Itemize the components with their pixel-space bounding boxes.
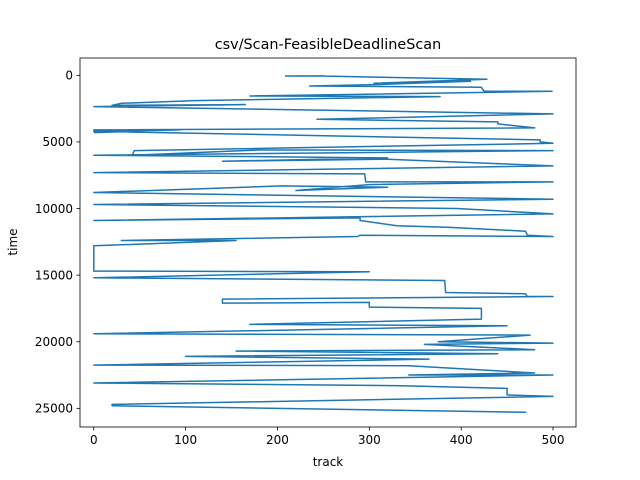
chart-title: csv/Scan-FeasibleDeadlineScan	[215, 37, 441, 53]
y-tick-label: 5000	[42, 135, 73, 149]
x-axis-ticks: 0 100 200 300 400 500	[90, 427, 565, 447]
x-tick-label: 500	[542, 433, 565, 447]
y-tick-label: 15000	[35, 268, 73, 282]
x-tick-label: 200	[266, 433, 289, 447]
series-line	[93, 75, 554, 414]
plot-area: 0 100 200 300 400 500 0 5000 10000 15000 20000 250…	[35, 57, 577, 447]
y-axis-ticks: 0 5000 10000 15000 20000 25000	[35, 69, 80, 416]
x-tick-label: 0	[90, 433, 98, 447]
y-tick-label: 25000	[35, 402, 73, 416]
x-axis-label: track	[313, 455, 344, 469]
y-tick-label: 0	[65, 69, 73, 83]
y-tick-label: 20000	[35, 335, 73, 349]
y-axis-label: time	[6, 228, 20, 255]
x-tick-label: 400	[450, 433, 473, 447]
y-tick-label: 10000	[35, 202, 73, 216]
x-tick-label: 300	[358, 433, 381, 447]
x-tick-label: 100	[174, 433, 197, 447]
axes-frame	[79, 57, 577, 428]
